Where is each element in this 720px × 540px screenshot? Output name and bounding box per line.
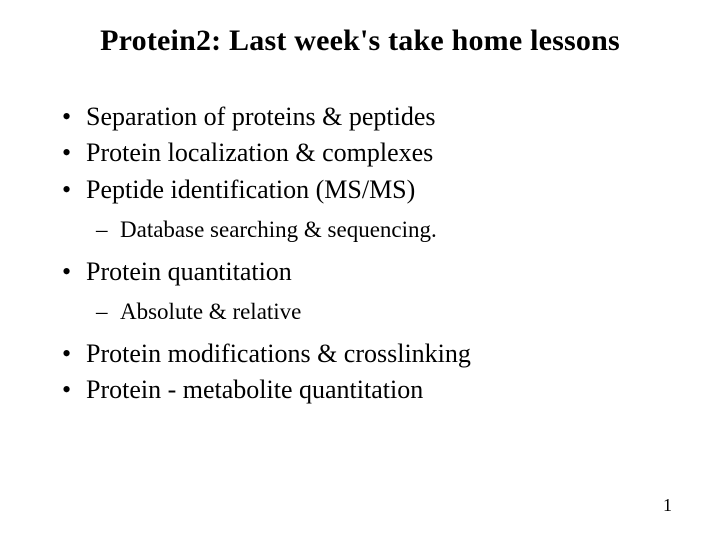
bullet-text: Protein quantitation xyxy=(86,257,292,286)
bullet-item: Protein - metabolite quantitation xyxy=(58,373,680,407)
bullet-text: Separation of proteins & peptides xyxy=(86,102,435,131)
bullet-text: Protein - metabolite quantitation xyxy=(86,375,423,404)
bullet-item: Peptide identification (MS/MS) Database … xyxy=(58,173,680,245)
bullet-list: Separation of proteins & peptides Protei… xyxy=(58,100,680,408)
sub-bullet-list: Database searching & sequencing. xyxy=(86,215,680,245)
bullet-item: Protein localization & complexes xyxy=(58,136,680,170)
bullet-item: Protein modifications & crosslinking xyxy=(58,337,680,371)
bullet-item: Protein quantitation Absolute & relative xyxy=(58,255,680,327)
bullet-text: Peptide identification (MS/MS) xyxy=(86,175,415,204)
slide-title: Protein2: Last week's take home lessons xyxy=(40,24,680,58)
sub-bullet-item: Absolute & relative xyxy=(92,297,680,327)
sub-bullet-item: Database searching & sequencing. xyxy=(92,215,680,245)
sub-bullet-text: Database searching & sequencing. xyxy=(120,217,437,242)
page-number: 1 xyxy=(663,495,672,516)
slide-content: Separation of proteins & peptides Protei… xyxy=(40,100,680,408)
bullet-item: Separation of proteins & peptides xyxy=(58,100,680,134)
sub-bullet-list: Absolute & relative xyxy=(86,297,680,327)
sub-bullet-text: Absolute & relative xyxy=(120,299,301,324)
bullet-text: Protein localization & complexes xyxy=(86,138,433,167)
bullet-text: Protein modifications & crosslinking xyxy=(86,339,471,368)
